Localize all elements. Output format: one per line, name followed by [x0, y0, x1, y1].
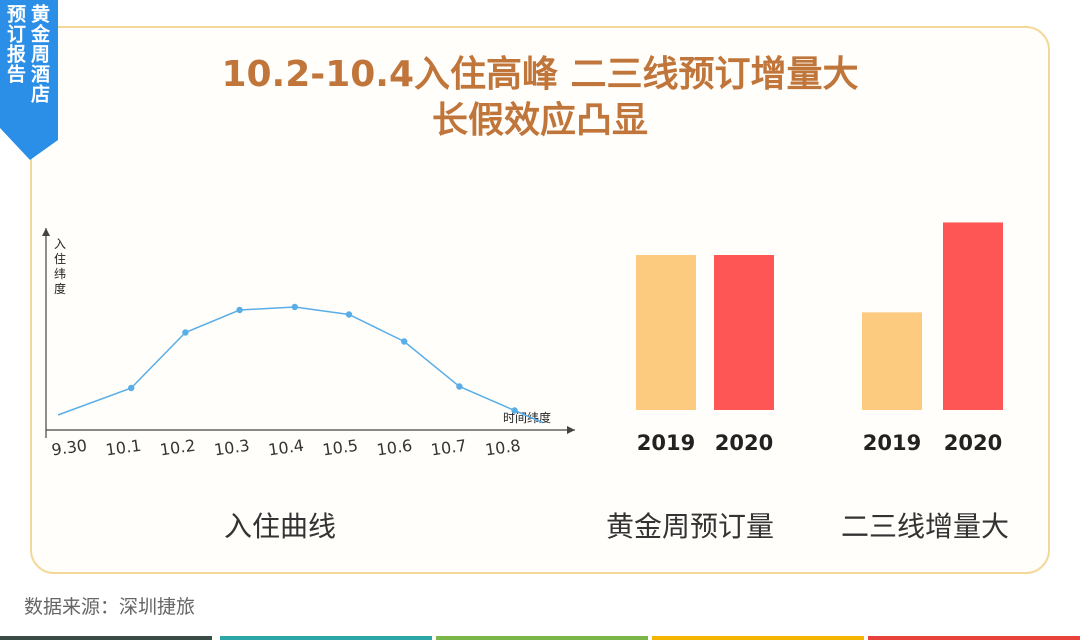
x-tick-label: 10.1 — [104, 436, 142, 460]
x-tick-label: 10.6 — [375, 436, 413, 460]
occupancy-point — [401, 338, 408, 345]
booking-label-2019: 2019 — [637, 431, 695, 455]
booking-bar-2019 — [636, 255, 696, 410]
x-axis-label: 时间纬度 — [503, 410, 551, 425]
x-tick-label: 9.30 — [50, 436, 88, 460]
growth-bar-2019 — [862, 312, 922, 410]
x-axis-arrow — [567, 426, 575, 434]
x-tick-label: 10.7 — [430, 436, 468, 460]
occupancy-point — [511, 407, 518, 414]
bottom-stripe-segment — [436, 636, 648, 640]
content-card — [30, 26, 1050, 574]
growth-label-2019: 2019 — [863, 431, 921, 455]
ribbon-line1: 黄金周酒店 — [28, 4, 50, 104]
ribbon-line2: 预订报告 — [4, 4, 26, 84]
booking-label-2020: 2020 — [715, 431, 773, 455]
page-title-line1: 10.2-10.4入住高峰 二三线预订增量大 — [221, 54, 859, 95]
x-tick-label: 10.3 — [213, 436, 251, 460]
caption-right: 二三线增量大 — [840, 510, 1009, 543]
page-title-line2: 长假效应凸显 — [431, 100, 648, 141]
growth-bar-2020 — [943, 222, 1003, 410]
growth-label-2020: 2020 — [944, 431, 1002, 455]
x-tick-label: 10.5 — [321, 436, 359, 460]
y-axis-label-char: 入 — [54, 237, 66, 251]
occupancy-point — [236, 306, 243, 314]
y-axis-label-char: 度 — [54, 281, 66, 296]
occupancy-point — [345, 311, 353, 318]
report-ribbon: 黄金周酒店 预订报告 — [0, 0, 58, 160]
booking-bar-2020 — [714, 255, 774, 410]
x-tick-label: 10.4 — [267, 436, 305, 460]
caption-left: 入住曲线 — [223, 510, 336, 543]
x-tick-label: 10.8 — [484, 436, 522, 460]
y-axis-label-char: 纬 — [54, 267, 66, 281]
occupancy-point — [128, 384, 135, 392]
bottom-stripe-segment — [868, 636, 1080, 640]
y-axis-arrow — [42, 228, 50, 236]
y-axis-label-char: 住 — [54, 252, 66, 266]
bottom-stripe-segment — [0, 636, 212, 640]
occupancy-line — [57, 306, 543, 424]
bottom-stripe-segment — [652, 636, 864, 640]
data-source: 数据来源：深圳捷旅 — [24, 596, 196, 618]
occupancy-point — [291, 303, 298, 311]
caption-middle: 黄金周预订量 — [605, 510, 774, 543]
occupancy-point — [182, 329, 189, 336]
occupancy-point — [456, 383, 463, 390]
ribbon-shape — [0, 0, 58, 160]
x-tick-label: 10.2 — [159, 436, 197, 460]
bottom-stripe-segment — [220, 636, 432, 640]
